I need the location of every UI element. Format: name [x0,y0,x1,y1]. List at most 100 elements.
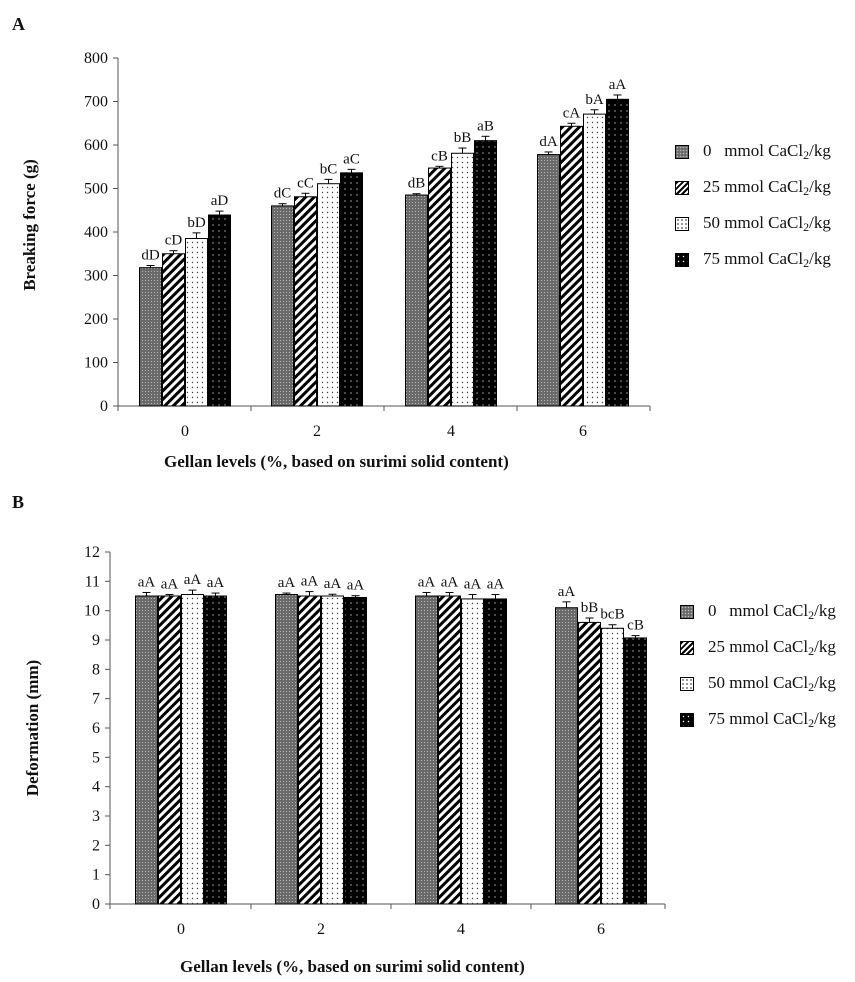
legend-unit: mmol CaCl [729,637,809,656]
bar-series2-cat3 [583,113,606,407]
legend-suffix: /kg [814,709,836,728]
y-tick-label: 0 [100,398,108,415]
legend-num: 75 [703,249,720,268]
significance-label: aA [324,576,342,592]
y-tick-label: 700 [84,94,108,111]
legend-suffix: /kg [809,177,831,196]
bar-series0-cat1 [275,594,298,905]
legend-sub: 2 [808,680,815,694]
legend-item-0mmol: 0 mmol CaCl2/kg [675,137,831,167]
y-tick-label: 3 [92,808,100,825]
bar-series0-cat2 [405,194,428,407]
bar-series1-cat0 [158,595,181,905]
legend-unit: mmol CaCl [729,709,809,728]
y-tick-label: 100 [84,355,108,372]
y-tick-label: 0 [92,896,100,913]
chart-a-svg: 0 100 200 300 400 500 600 700 800 0 2 4 6 dD dC dB dA cD c… [84,50,651,440]
x-axis-label-b: Gellan levels (%, based on surimi solid … [180,957,525,976]
legend-sub: 2 [808,716,815,730]
panel-b: B Deformation (mm) 0 1 2 3 4 5 6 7 8 9 10 11 12 0 2 4 6 a… [0,486,855,982]
significance-label: aA [184,572,202,588]
significance-label: dD [141,247,160,263]
y-tick-label: 9 [92,632,100,649]
panel-label-a: A [12,14,25,34]
bar-series3-cat1 [344,596,367,905]
bar-series0-cat0 [135,595,158,905]
bar-series2-cat1 [321,595,344,905]
y-tick-label: 1 [92,867,100,884]
significance-label: aA [609,77,627,93]
y-tick-label: 8 [92,661,100,678]
significance-label: cB [431,148,448,164]
x-tick-label: 4 [457,921,465,938]
y-tick-label: 600 [84,137,108,154]
legend-item-75mmol: 75 mmol CaCl2/kg [675,245,831,275]
legend-unit: mmol CaCl [724,177,804,196]
legend-num: 75 [708,709,725,728]
legend-sub: 2 [803,220,810,234]
bar-series1-cat3 [578,621,601,905]
significance-label: dC [274,186,292,202]
legend-swatch-0mmol [680,605,694,619]
y-tick-label: 5 [92,749,100,766]
bar-series3-cat0 [204,595,227,905]
legend-unit: mmol CaCl [729,673,809,692]
significance-label: cD [165,233,183,249]
legend-swatch-25mmol [680,641,694,655]
bar-series1-cat2 [428,167,451,407]
legend-swatch-0mmol [675,145,689,159]
bar-series0-cat3 [537,154,560,407]
legend-swatch-50mmol [680,677,694,691]
legend-suffix: /kg [809,213,831,232]
x-tick-label: 6 [597,921,605,938]
significance-label: aA [441,574,459,590]
bar-series3-cat3 [606,98,629,407]
legend-num: 50 [708,673,725,692]
significance-label: aA [207,575,225,591]
legend-num: 0 [703,141,712,160]
significance-label: aA [138,574,156,590]
legend-suffix: /kg [814,673,836,692]
legend-unit: mmol CaCl [724,249,804,268]
legend-sub: 2 [803,184,810,198]
significance-label: bD [187,215,206,231]
significance-label: aB [477,118,494,134]
legend-suffix: /kg [809,141,831,160]
y-tick-label: 500 [84,181,108,198]
y-tick-label: 4 [92,779,100,796]
significance-label: aA [301,574,319,590]
legend-item-25mmol: 25 mmol CaCl2/kg [680,633,836,663]
legend-suffix: /kg [814,601,836,620]
significance-label: aD [211,193,229,209]
bar-series3-cat2 [474,140,497,407]
bar-series1-cat3 [560,125,583,407]
significance-label: aA [464,577,482,593]
bar-series3-cat3 [624,637,647,905]
bar-series0-cat2 [415,595,438,905]
y-tick-label: 300 [84,268,108,285]
legend-unit: mmol CaCl [724,213,804,232]
significance-label: aA [418,574,436,590]
bar-series1-cat2 [438,595,461,905]
y-tick-label: 2 [92,837,100,854]
legend-sub: 2 [808,608,815,622]
bar-series1-cat0 [162,253,185,407]
legend-unit: mmol CaCl [724,141,804,160]
x-axis-label-a: Gellan levels (%, based on surimi solid … [164,452,509,471]
bar-series2-cat1 [317,183,340,407]
legend-num: 0 [708,601,717,620]
bar-series2-cat2 [451,152,474,407]
y-tick-label: 400 [84,224,108,241]
legend-swatch-75mmol [675,253,689,267]
legend-sub: 2 [803,148,810,162]
x-tick-label: 6 [579,423,587,440]
legend-unit: mmol CaCl [729,601,809,620]
bar-series1-cat1 [298,595,321,905]
legend-num: 25 [708,637,725,656]
legend-item-50mmol: 50 mmol CaCl2/kg [680,669,836,699]
legend-item-25mmol: 25 mmol CaCl2/kg [675,173,831,203]
significance-label: bB [454,130,472,146]
significance-label: bC [320,161,338,177]
legend-item-0mmol: 0 mmol CaCl2/kg [680,597,836,627]
significance-label: aA [558,584,576,600]
